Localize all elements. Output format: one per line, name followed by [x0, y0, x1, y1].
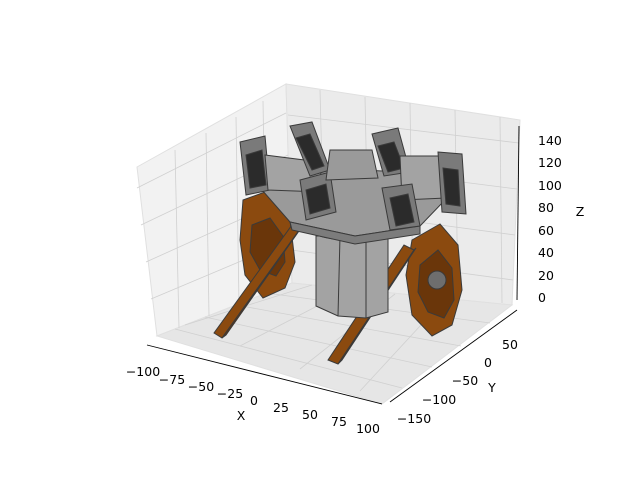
- y-axis-label: Y: [487, 380, 496, 395]
- x-tick-label: 25: [273, 400, 289, 415]
- y-tick-label: −50: [452, 373, 478, 388]
- central-cylinder: [315, 235, 389, 319]
- x-tick-label: 75: [331, 414, 347, 429]
- thrusters: [239, 121, 467, 231]
- z-tick-label: 140: [538, 133, 562, 148]
- x-tick-label: −100: [126, 364, 160, 379]
- robot-model: [213, 121, 467, 365]
- z-tick-label: 80: [538, 200, 554, 215]
- y-axis-line: [389, 309, 518, 403]
- x-axis-label: X: [237, 408, 246, 423]
- y-tick-label: −150: [397, 411, 431, 426]
- z-axis-line: [516, 125, 520, 301]
- z-tick-label: 0: [538, 290, 546, 305]
- y-tick-label: 50: [502, 337, 518, 352]
- x-ticks: −100 −75 −50 −25 0 25 50 75 100: [126, 364, 380, 436]
- y-ticks: 50 0 −50 −100 −150: [397, 337, 518, 426]
- y-tick-label: 0: [484, 355, 492, 370]
- x-axis-line: [146, 344, 383, 405]
- y-tick-label: −100: [422, 392, 456, 407]
- z-axis-label: Z: [576, 204, 585, 219]
- z-tick-label: 20: [538, 268, 554, 283]
- x-tick-label: −25: [217, 386, 243, 401]
- z-ticks: 0 20 40 60 80 100 120 140: [538, 133, 562, 305]
- z-tick-label: 40: [538, 245, 554, 260]
- z-tick-label: 100: [538, 178, 562, 193]
- x-tick-label: −75: [159, 372, 185, 387]
- z-tick-label: 120: [538, 155, 562, 170]
- x-tick-label: 0: [250, 393, 258, 408]
- x-tick-label: −50: [188, 379, 214, 394]
- x-tick-label: 100: [356, 421, 380, 436]
- x-tick-label: 50: [302, 407, 318, 422]
- z-tick-label: 60: [538, 223, 554, 238]
